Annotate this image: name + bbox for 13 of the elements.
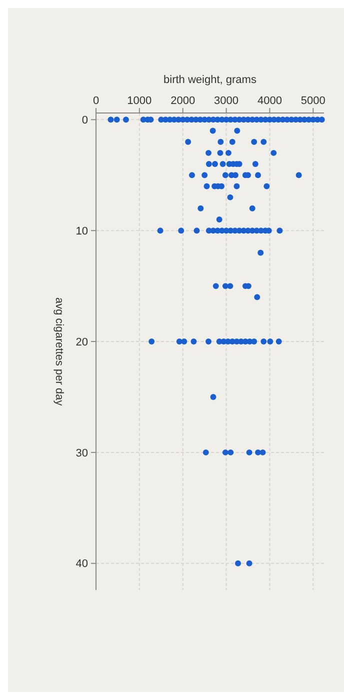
y-tick-label: 20 <box>76 336 88 348</box>
x-tick-label: 3000 <box>214 95 239 107</box>
y-tick-label: 10 <box>76 225 88 238</box>
y-tick-label: 0 <box>82 114 88 127</box>
x-tick-label: 1000 <box>127 95 152 107</box>
y-tick-label: 30 <box>76 447 88 460</box>
y-axis-title: avg cigarettes per day <box>53 297 65 406</box>
x-tick-label: 5000 <box>300 95 326 107</box>
x-tick-label: 2000 <box>170 95 196 107</box>
x-tick-label: 0 <box>92 95 100 107</box>
y-tick-label: 40 <box>76 558 88 570</box>
x-axis-title: birth weight, grams <box>164 74 257 86</box>
x-tick-label: 4000 <box>257 95 282 107</box>
